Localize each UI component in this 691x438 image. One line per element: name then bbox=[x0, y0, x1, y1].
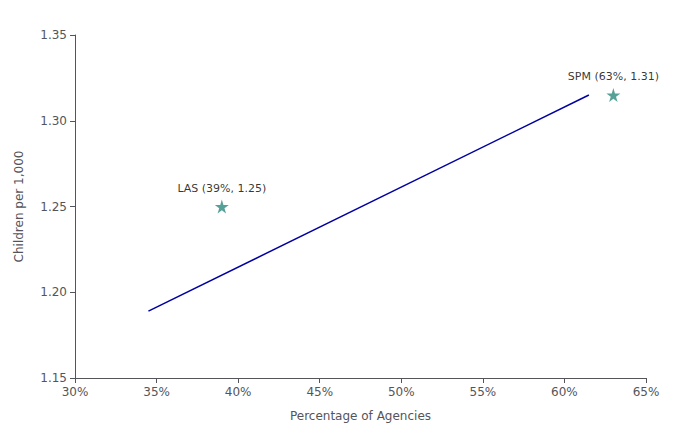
svg-text:Children per 1,000: Children per 1,000 bbox=[12, 151, 26, 263]
svg-text:1.25: 1.25 bbox=[40, 200, 67, 214]
svg-text:1.15: 1.15 bbox=[40, 371, 67, 385]
svg-text:Percentage of Agencies: Percentage of Agencies bbox=[290, 409, 431, 423]
svg-text:60%: 60% bbox=[551, 385, 578, 399]
svg-text:LAS (39%, 1.25): LAS (39%, 1.25) bbox=[177, 182, 266, 195]
svg-text:SPM (63%, 1.31): SPM (63%, 1.31) bbox=[568, 70, 659, 83]
svg-text:55%: 55% bbox=[470, 385, 497, 399]
svg-text:35%: 35% bbox=[143, 385, 170, 399]
svg-text:45%: 45% bbox=[306, 385, 333, 399]
svg-text:50%: 50% bbox=[388, 385, 415, 399]
svg-text:40%: 40% bbox=[225, 385, 252, 399]
svg-text:30%: 30% bbox=[62, 385, 89, 399]
svg-text:1.30: 1.30 bbox=[40, 114, 67, 128]
svg-text:65%: 65% bbox=[633, 385, 660, 399]
svg-text:1.35: 1.35 bbox=[40, 28, 67, 42]
svg-text:1.20: 1.20 bbox=[40, 285, 67, 299]
